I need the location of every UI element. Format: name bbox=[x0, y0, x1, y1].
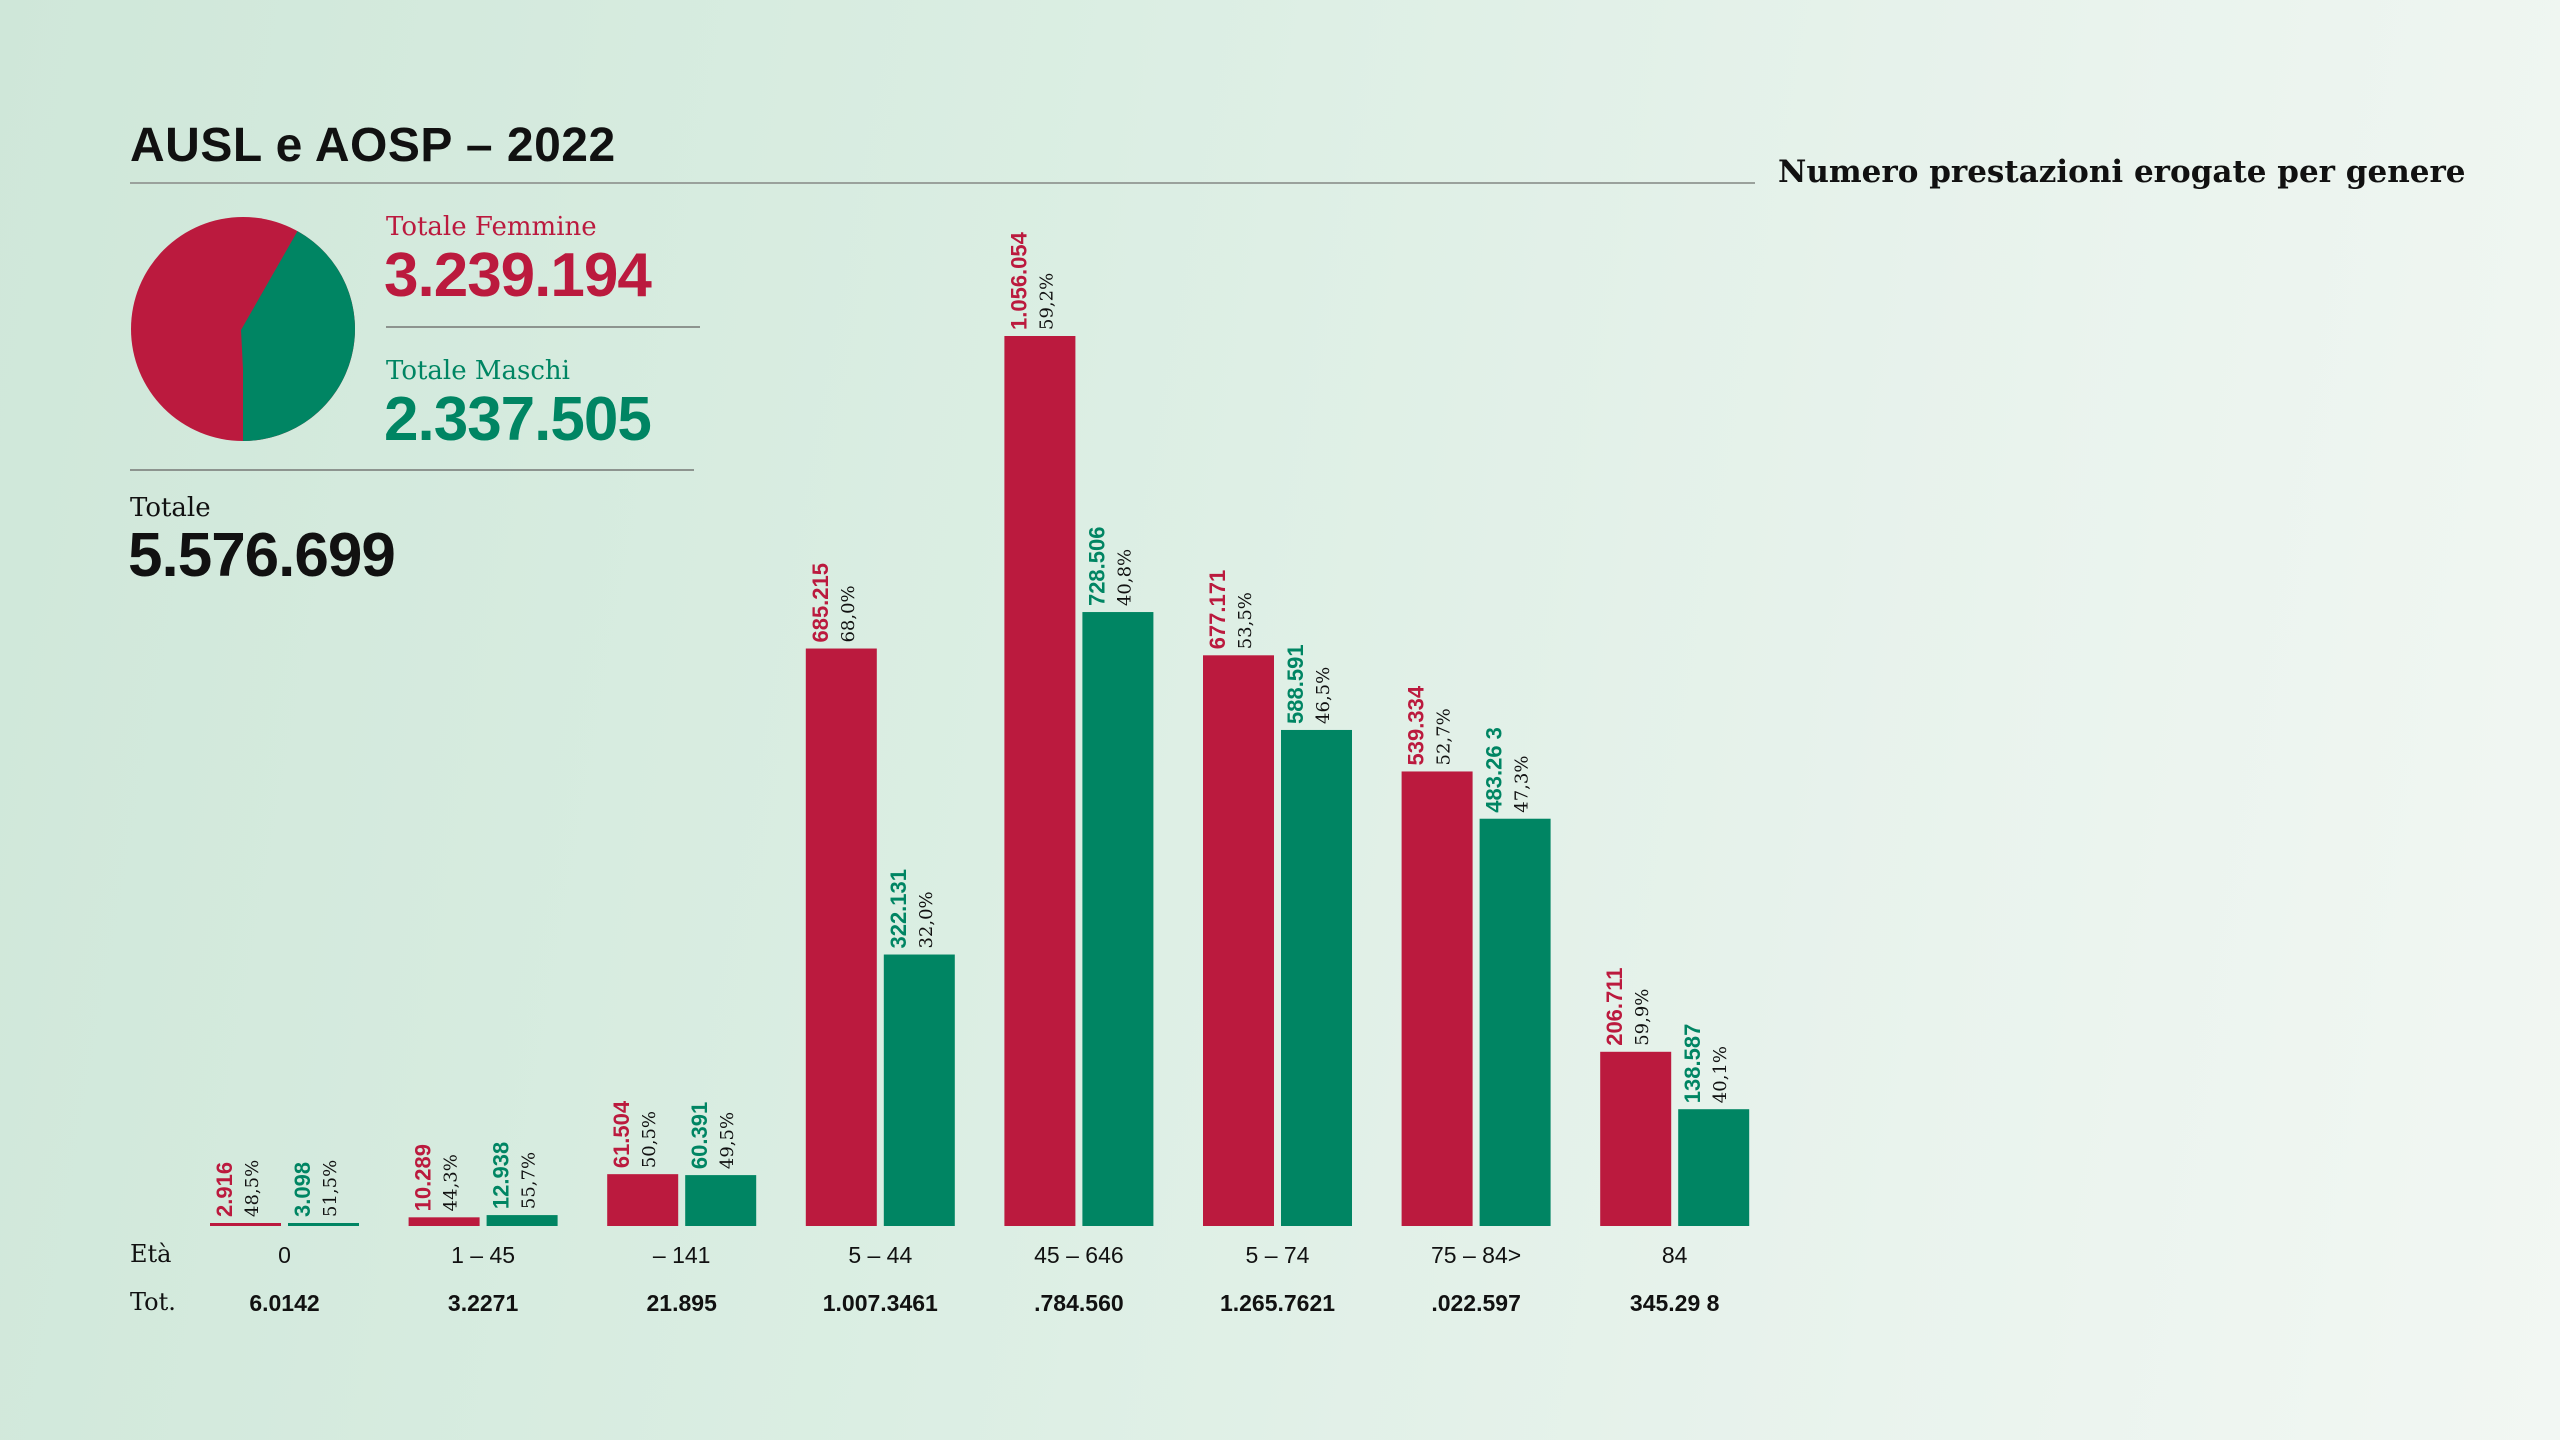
value-label-male-0: 3.098 bbox=[290, 1162, 315, 1217]
category-total-7: 345.29 8 bbox=[1630, 1290, 1720, 1316]
pct-label-male-5: 46,5% bbox=[1313, 667, 1334, 724]
bar-male-4 bbox=[1082, 612, 1154, 1226]
bar-female-1 bbox=[408, 1217, 480, 1226]
pct-label-female-7: 59,9% bbox=[1632, 989, 1653, 1046]
pct-label-male-3: 32,0% bbox=[916, 891, 937, 948]
pct-label-male-2: 49,5% bbox=[717, 1112, 738, 1169]
bar-male-7 bbox=[1678, 1109, 1750, 1226]
value-label-male-2: 60.391 bbox=[687, 1102, 712, 1169]
bar-female-3 bbox=[805, 648, 877, 1226]
category-total-0: 6.0142 bbox=[249, 1290, 319, 1316]
value-label-male-3: 322.131 bbox=[886, 869, 911, 949]
male-divider bbox=[130, 469, 694, 471]
bar-male-6 bbox=[1479, 818, 1551, 1226]
pct-label-male-7: 40,1% bbox=[1710, 1046, 1731, 1103]
bar-male-1 bbox=[486, 1215, 558, 1226]
value-label-male-6: 483.26 3 bbox=[1482, 727, 1507, 813]
bar-female-4 bbox=[1004, 336, 1076, 1226]
chart-title: AUSL e AOSP – 2022 bbox=[130, 119, 616, 172]
category-total-5: 1.265.7621 bbox=[1220, 1290, 1335, 1316]
pct-label-male-1: 55,7% bbox=[519, 1152, 540, 1209]
pct-label-female-2: 50,5% bbox=[639, 1111, 660, 1168]
grand-total-label: Totale bbox=[130, 493, 211, 523]
pct-label-male-4: 40,8% bbox=[1114, 549, 1135, 606]
pct-label-male-0: 51,5% bbox=[320, 1160, 341, 1217]
female-total-label: Totale Femmine bbox=[386, 212, 597, 242]
bar-female-5 bbox=[1203, 655, 1274, 1226]
pct-label-female-1: 44,3% bbox=[441, 1154, 462, 1211]
female-total-value: 3.239.194 bbox=[384, 241, 652, 310]
value-label-male-5: 588.591 bbox=[1283, 644, 1308, 724]
value-label-male-7: 138.587 bbox=[1680, 1024, 1705, 1104]
pct-label-male-6: 47,3% bbox=[1512, 756, 1533, 813]
value-label-female-4: 1.056.054 bbox=[1006, 231, 1031, 330]
category-label-6: 75 – 84> bbox=[1431, 1242, 1521, 1268]
value-label-female-0: 2.916 bbox=[212, 1162, 237, 1217]
value-label-male-4: 728.506 bbox=[1084, 527, 1109, 607]
bar-female-2 bbox=[607, 1174, 679, 1226]
bar-male-2 bbox=[685, 1175, 757, 1226]
pct-label-female-5: 53,5% bbox=[1235, 592, 1256, 649]
value-label-female-6: 539.334 bbox=[1404, 685, 1429, 765]
category-label-0: 0 bbox=[278, 1242, 291, 1268]
category-total-6: .022.597 bbox=[1431, 1290, 1521, 1316]
title-divider bbox=[130, 182, 1755, 184]
value-label-female-5: 677.171 bbox=[1205, 570, 1230, 650]
pct-label-female-6: 52,7% bbox=[1434, 708, 1455, 765]
value-label-female-7: 206.711 bbox=[1602, 967, 1627, 1045]
value-label-male-1: 12.938 bbox=[489, 1142, 514, 1209]
value-label-female-2: 61.504 bbox=[609, 1100, 634, 1168]
age-row-label: Età bbox=[130, 1240, 172, 1268]
bar-male-5 bbox=[1281, 729, 1352, 1226]
category-label-7: 84 bbox=[1662, 1242, 1688, 1268]
value-label-female-3: 685.215 bbox=[808, 563, 833, 643]
category-label-3: 5 – 44 bbox=[848, 1242, 912, 1268]
category-label-5: 5 – 74 bbox=[1246, 1242, 1310, 1268]
age-group-bar-chart: 2.916 48,5% 3.098 51,5% 0 6.0142 10.289 44,3% 12… bbox=[210, 231, 1750, 1316]
value-label-female-1: 10.289 bbox=[411, 1144, 436, 1211]
pct-label-female-0: 48,5% bbox=[242, 1160, 263, 1217]
male-total-value: 2.337.505 bbox=[384, 385, 652, 454]
category-label-1: 1 – 45 bbox=[451, 1242, 515, 1268]
bar-female-0 bbox=[210, 1223, 281, 1226]
bar-male-0 bbox=[288, 1223, 359, 1226]
pie-slice-male bbox=[241, 231, 355, 441]
male-total-label: Totale Maschi bbox=[386, 356, 570, 386]
bar-female-6 bbox=[1401, 771, 1473, 1226]
category-label-4: 45 – 646 bbox=[1034, 1242, 1124, 1268]
category-total-2: 21.895 bbox=[647, 1290, 718, 1316]
total-row-label: Tot. bbox=[130, 1288, 176, 1316]
gender-pie-chart bbox=[131, 217, 355, 441]
bar-female-7 bbox=[1600, 1051, 1672, 1226]
pct-label-female-4: 59,2% bbox=[1036, 273, 1057, 330]
category-total-4: .784.560 bbox=[1034, 1290, 1124, 1316]
female-divider bbox=[386, 326, 700, 328]
category-total-1: 3.2271 bbox=[448, 1290, 519, 1316]
category-label-2: – 141 bbox=[653, 1242, 711, 1268]
category-total-3: 1.007.3461 bbox=[823, 1290, 938, 1316]
bar-male-3 bbox=[883, 954, 955, 1226]
pct-label-female-3: 68,0% bbox=[838, 585, 859, 642]
chart-subtitle: Numero prestazioni erogate per genere bbox=[1778, 154, 2466, 190]
grand-total-value: 5.576.699 bbox=[128, 521, 396, 590]
